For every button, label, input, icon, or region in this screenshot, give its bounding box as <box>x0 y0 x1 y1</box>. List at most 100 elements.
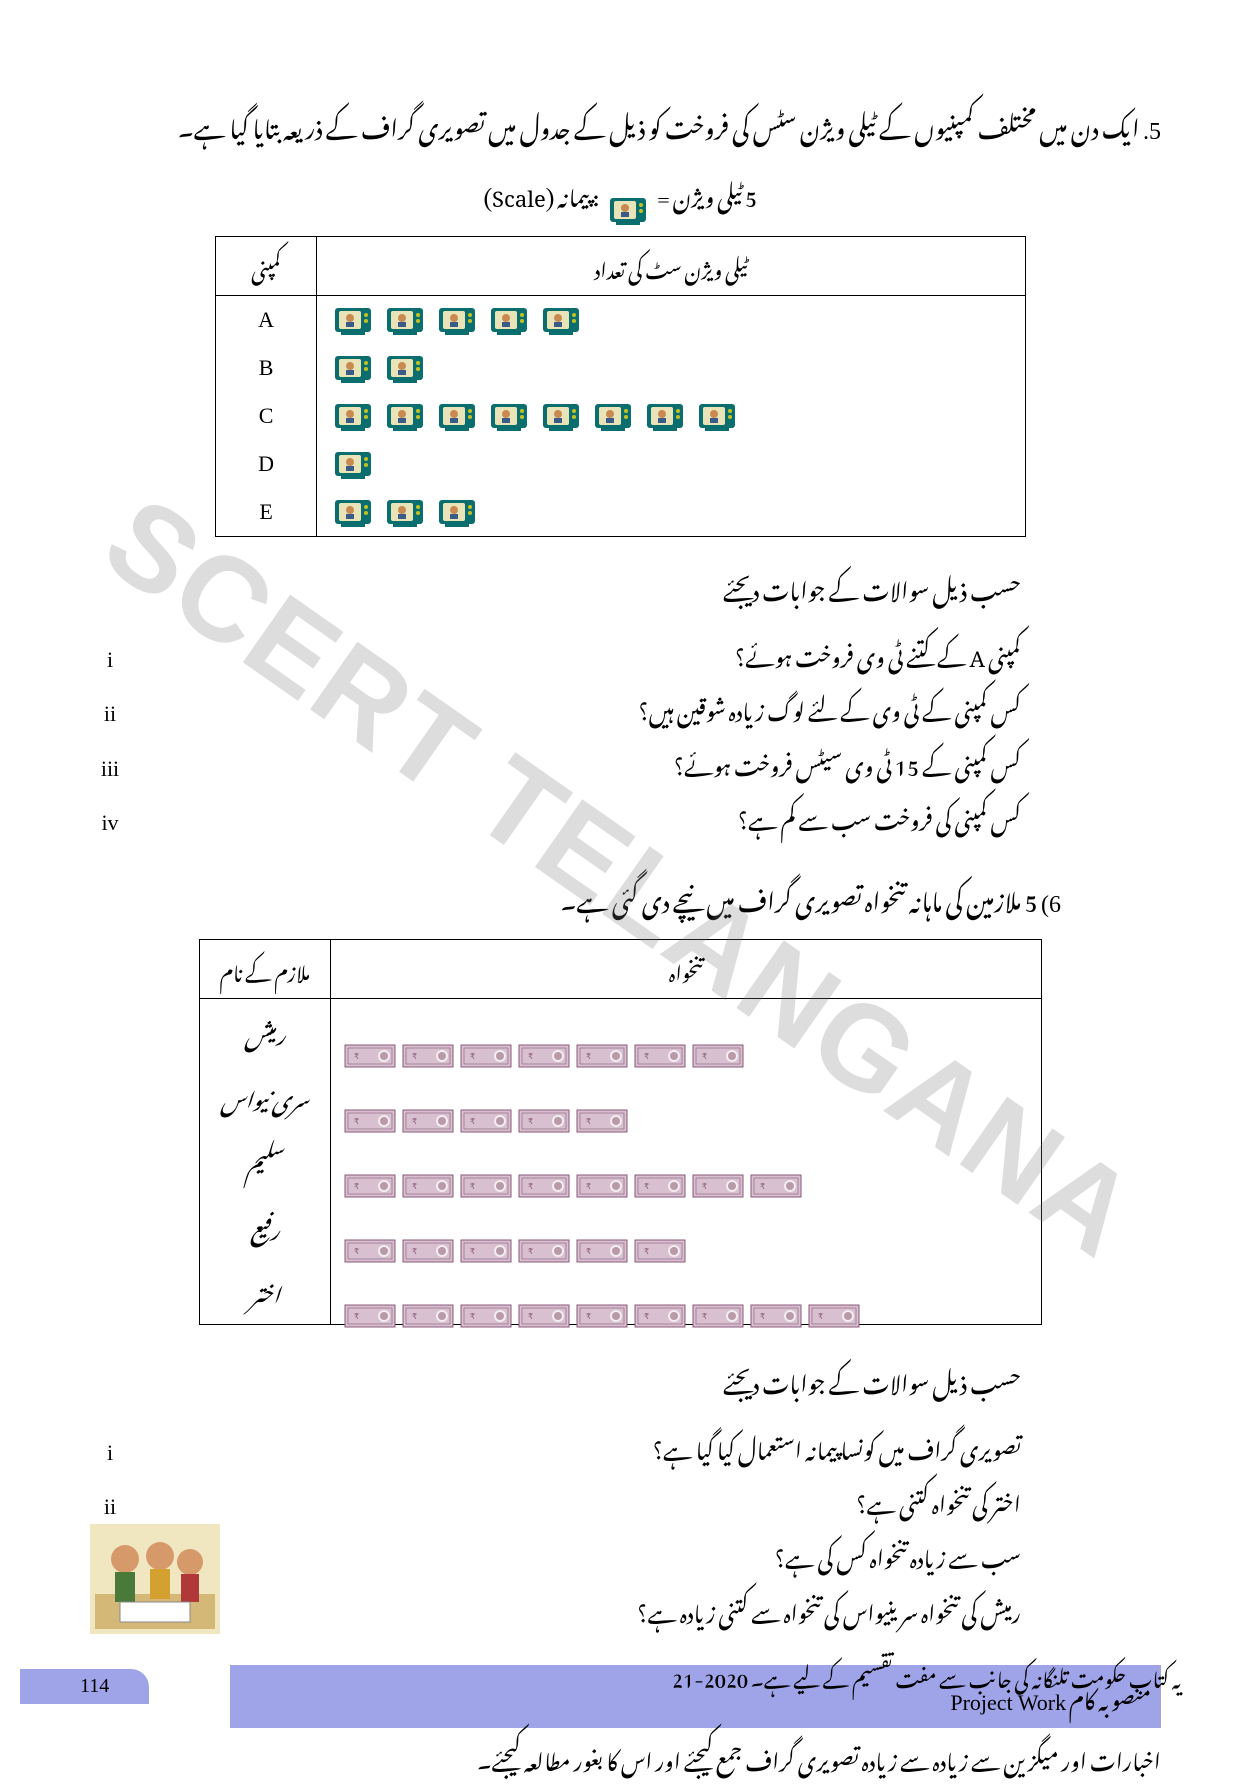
svg-text:₹: ₹ <box>470 1117 475 1126</box>
salary-cell: ₹₹₹₹₹ <box>330 1064 1041 1129</box>
sub-question: کس کمپنی کے 15 ٹی وی سیٹس فروخت ہوئے؟iii <box>80 739 1021 793</box>
currency-note-icon: ₹ <box>460 1287 512 1311</box>
currency-note-icon: ₹ <box>402 1222 454 1246</box>
currency-note-icon: ₹ <box>518 1092 570 1116</box>
table-row: سری نیواس₹₹₹₹₹ <box>199 1064 1041 1129</box>
salary-cell: ₹₹₹₹₹₹₹₹ <box>330 1129 1041 1194</box>
sub-question-marker: iii <box>80 745 140 793</box>
svg-text:₹: ₹ <box>528 1247 533 1256</box>
currency-note-icon: ₹ <box>460 1222 512 1246</box>
table-row: E <box>216 488 1026 537</box>
col-tv-count: ٹیلی ویژن سٹ کی تعداد <box>317 237 1026 296</box>
currency-note-icon: ₹ <box>518 1287 570 1311</box>
tv-count-cell <box>317 488 1026 537</box>
company-label: A <box>216 296 317 345</box>
q5-text: ایک دن میں مختلف کمپنیوں کے ٹیلی ویژن سٹ… <box>178 94 1140 154</box>
sub-question-marker: i <box>80 1429 140 1477</box>
svg-text:₹: ₹ <box>702 1182 707 1191</box>
scale-suffix: : پیمانہ (Scale) <box>484 166 600 221</box>
employee-name: رمیش <box>199 998 330 1064</box>
salary-cell: ₹₹₹₹₹₹₹ <box>330 998 1041 1064</box>
sub-question-text: کس کمپنی کے 15 ٹی وی سیٹس فروخت ہوئے؟ <box>140 739 1021 787</box>
tv-icon <box>333 304 373 336</box>
table-row: A <box>216 296 1026 345</box>
currency-note-icon: ₹ <box>576 1157 628 1181</box>
employee-name: سری نیواس <box>199 1064 330 1129</box>
children-illustration <box>90 1524 220 1634</box>
tv-icon <box>489 400 529 432</box>
salary-cell: ₹₹₹₹₹₹₹₹₹ <box>330 1259 1041 1325</box>
employee-name: اختر <box>199 1259 330 1325</box>
tv-icon <box>385 496 425 528</box>
svg-text:₹: ₹ <box>528 1312 533 1321</box>
currency-note-icon: ₹ <box>402 1157 454 1181</box>
tv-icon <box>697 400 737 432</box>
project-work-text: اخبارات اور میگزین سے زیادہ سے زیادہ تصو… <box>230 1736 1161 1780</box>
tv-icon <box>541 400 581 432</box>
sub-question: رمیش کی تنخواہ سرینیواس کی تنخواہ سے کتن… <box>80 1586 1021 1640</box>
tv-icon <box>437 400 477 432</box>
tv-icon <box>333 352 373 384</box>
tv-icon <box>541 304 581 336</box>
company-label: E <box>216 488 317 537</box>
salary-pictograph-table: ملازم کے نام تنخواہ رمیش₹₹₹₹₹₹₹سری نیواس… <box>199 939 1042 1325</box>
svg-text:₹: ₹ <box>586 1312 591 1321</box>
sub-question-text: اختر کی تنخواہ کتنی ہے؟ <box>140 1477 1021 1525</box>
scale-prefix: 5 ٹیلی ویژن = <box>657 166 757 221</box>
currency-note-icon: ₹ <box>634 1027 686 1051</box>
svg-text:₹: ₹ <box>818 1312 823 1321</box>
svg-text:₹: ₹ <box>644 1312 649 1321</box>
currency-note-icon: ₹ <box>576 1287 628 1311</box>
q6-number: (6 <box>1041 881 1061 929</box>
currency-note-icon: ₹ <box>634 1287 686 1311</box>
sub-question: تصویری گراف میں کونسا پیمانہ استعمال کیا… <box>80 1423 1021 1477</box>
currency-note-icon: ₹ <box>692 1157 744 1181</box>
scale-legend: 5 ٹیلی ویژن = : پیمانہ (Scale) <box>80 166 1161 221</box>
table-row: اختر₹₹₹₹₹₹₹₹₹ <box>199 1259 1041 1325</box>
sub-question-text: کس کمپنی کے ٹی وی کے لئے لوگ زیادہ شوقین… <box>140 684 1021 732</box>
tv-count-cell <box>317 344 1026 392</box>
tv-icon <box>333 496 373 528</box>
svg-text:₹: ₹ <box>354 1117 359 1126</box>
svg-text:₹: ₹ <box>760 1312 765 1321</box>
company-label: D <box>216 440 317 488</box>
tv-icon <box>437 304 477 336</box>
employee-name: سلیم <box>199 1129 330 1194</box>
svg-text:₹: ₹ <box>528 1117 533 1126</box>
svg-text:₹: ₹ <box>354 1182 359 1191</box>
tv-count-cell <box>317 440 1026 488</box>
tv-icon <box>333 448 373 480</box>
tv-icon <box>608 185 648 217</box>
q5-sub-questions: کمپنی A کے کتنے ٹی وی فروخت ہوئے؟iکس کمپ… <box>80 630 1021 848</box>
col-salary: تنخواہ <box>330 939 1041 998</box>
svg-text:₹: ₹ <box>702 1312 707 1321</box>
question-5: .5 ایک دن میں مختلف کمپنیوں کے ٹیلی ویژن… <box>80 100 1161 156</box>
tv-icon <box>385 400 425 432</box>
q6-sub-questions: تصویری گراف میں کونسا پیمانہ استعمال کیا… <box>80 1423 1021 1641</box>
currency-note-icon: ₹ <box>750 1157 802 1181</box>
company-label: B <box>216 344 317 392</box>
page-number: 114 <box>20 1669 149 1704</box>
q6-sub-heading: حسب ذیل سوالات کے جوابات دیجئے <box>80 1350 1021 1408</box>
svg-text:₹: ₹ <box>470 1182 475 1191</box>
currency-note-icon: ₹ <box>808 1287 860 1311</box>
svg-text:₹: ₹ <box>412 1182 417 1191</box>
svg-text:₹: ₹ <box>586 1052 591 1061</box>
svg-text:₹: ₹ <box>586 1117 591 1126</box>
salary-cell: ₹₹₹₹₹₹ <box>330 1194 1041 1259</box>
footer-text: یہ کتاب حکومت تلنگانہ کی جانب سے مفت تقس… <box>672 1650 1181 1700</box>
sub-question-marker: iv <box>80 799 140 847</box>
sub-question-marker: ii <box>80 690 140 738</box>
question-6: (6 5 ملازمین کی ماہانہ تنخواہ تصویری گرا… <box>80 873 1061 929</box>
table-row: رفیع₹₹₹₹₹₹ <box>199 1194 1041 1259</box>
svg-text:₹: ₹ <box>354 1052 359 1061</box>
table-row: رمیش₹₹₹₹₹₹₹ <box>199 998 1041 1064</box>
currency-note-icon: ₹ <box>576 1222 628 1246</box>
currency-note-icon: ₹ <box>750 1287 802 1311</box>
svg-text:₹: ₹ <box>412 1117 417 1126</box>
tv-icon <box>645 400 685 432</box>
currency-note-icon: ₹ <box>576 1092 628 1116</box>
table-row: سلیم₹₹₹₹₹₹₹₹ <box>199 1129 1041 1194</box>
svg-text:₹: ₹ <box>586 1182 591 1191</box>
currency-note-icon: ₹ <box>634 1157 686 1181</box>
